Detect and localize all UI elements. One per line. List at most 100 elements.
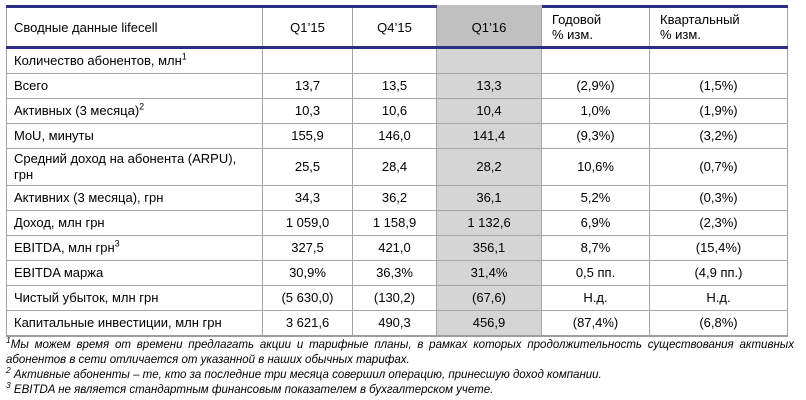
cell-q115: 327,5 bbox=[262, 235, 353, 261]
footnote-3-text: EBITDA не является стандартным финансовы… bbox=[10, 384, 494, 396]
col-qoq-line1: Квартальный bbox=[660, 12, 740, 27]
footnote-3-sup: 3 bbox=[6, 380, 11, 391]
footnote-1: 1Мы можем время от времени предлагать ак… bbox=[6, 335, 794, 368]
table-title: Сводные данные lifecell bbox=[6, 5, 263, 49]
cell-yoy-change bbox=[541, 47, 650, 74]
cell-qoq-change: (1,5%) bbox=[649, 73, 788, 99]
footnote-2: 2 Активные абоненты – те, кто за последн… bbox=[6, 365, 794, 383]
cell-q415: 36,3% bbox=[352, 260, 437, 286]
cell-q116: 1 132,6 bbox=[436, 210, 542, 236]
footnote-2-text: Активные абоненты – те, кто за последние… bbox=[10, 369, 602, 381]
cell-qoq-change: (2,3%) bbox=[649, 210, 788, 236]
cell-q116: (67,6) bbox=[436, 285, 542, 311]
cell-qoq-change bbox=[649, 47, 788, 74]
cell-yoy-change: 6,9% bbox=[541, 210, 650, 236]
cell-q115: 155,9 bbox=[262, 123, 353, 149]
col-q116-highlighted: Q1’16 bbox=[436, 5, 542, 49]
cell-q115: 30,9% bbox=[262, 260, 353, 286]
row-label: Всего bbox=[6, 73, 263, 99]
footnote-marker: 1 bbox=[181, 51, 187, 62]
footnotes: 1Мы можем время от времени предлагать ак… bbox=[6, 335, 794, 398]
cell-yoy-change: 5,2% bbox=[541, 185, 650, 211]
cell-q116: 10,4 bbox=[436, 98, 542, 124]
cell-q115: 1 059,0 bbox=[262, 210, 353, 236]
cell-q415: 146,0 bbox=[352, 123, 437, 149]
footnote-1-text: Мы можем время от времени предлагать акц… bbox=[6, 339, 794, 366]
table-row: Активных (3 месяца)2 10,3 10,6 10,4 1,0%… bbox=[6, 98, 788, 124]
cell-q415: 1 158,9 bbox=[352, 210, 437, 236]
header-row: Сводные данные lifecell Q1’15 Q4’15 Q1’1… bbox=[6, 5, 788, 49]
cell-q115: 13,7 bbox=[262, 73, 353, 99]
table-header: Сводные данные lifecell Q1’15 Q4’15 Q1’1… bbox=[6, 5, 788, 49]
cell-qoq-change: (1,9%) bbox=[649, 98, 788, 124]
summary-table: Сводные данные lifecell Q1’15 Q4’15 Q1’1… bbox=[6, 5, 788, 337]
table-row: Активних (3 месяца), грн 34,3 36,2 36,1 … bbox=[6, 185, 788, 211]
col-yoy-line1: Годовой bbox=[552, 12, 602, 27]
col-yoy-change: Годовой % изм. bbox=[541, 5, 650, 49]
cell-q115: 25,5 bbox=[262, 148, 353, 186]
table-body: Количество абонентов, млн1 Всего 13,7 13… bbox=[6, 47, 788, 337]
footnote-2-sup: 2 bbox=[6, 365, 11, 376]
row-label: Средний доход на абонента (ARPU), грн bbox=[6, 148, 263, 186]
table-row: Всего 13,7 13,5 13,3 (2,9%) (1,5%) bbox=[6, 73, 788, 99]
cell-q115: 3 621,6 bbox=[262, 310, 353, 337]
cell-q415: 10,6 bbox=[352, 98, 437, 124]
row-label: Активных (3 месяца)2 bbox=[6, 98, 263, 124]
table-row: Капитальные инвестиции, млн грн 3 621,6 … bbox=[6, 310, 788, 337]
cell-yoy-change: (2,9%) bbox=[541, 73, 650, 99]
cell-q115: 34,3 bbox=[262, 185, 353, 211]
row-label: EBITDA маржа bbox=[6, 260, 263, 286]
cell-q116: 36,1 bbox=[436, 185, 542, 211]
cell-q116: 356,1 bbox=[436, 235, 542, 261]
row-label: Капитальные инвестиции, млн грн bbox=[6, 310, 263, 337]
cell-q116 bbox=[436, 47, 542, 74]
cell-q115: 10,3 bbox=[262, 98, 353, 124]
col-q415: Q4’15 bbox=[352, 5, 437, 49]
cell-qoq-change: (15,4%) bbox=[649, 235, 788, 261]
cell-q415: 28,4 bbox=[352, 148, 437, 186]
table-row: Доход, млн грн 1 059,0 1 158,9 1 132,6 6… bbox=[6, 210, 788, 236]
cell-qoq-change: (6,8%) bbox=[649, 310, 788, 337]
row-label: MoU, минуты bbox=[6, 123, 263, 149]
col-q115: Q1’15 bbox=[262, 5, 353, 49]
footnote-3: 3 EBITDA не является стандартным финансо… bbox=[6, 380, 794, 398]
cell-qoq-change: (0,7%) bbox=[649, 148, 788, 186]
cell-q116: 13,3 bbox=[436, 73, 542, 99]
footnote-marker: 3 bbox=[114, 238, 120, 249]
table-row: EBITDA маржа 30,9% 36,3% 31,4% 0,5 пп. (… bbox=[6, 260, 788, 286]
table-row: MoU, минуты 155,9 146,0 141,4 (9,3%) (3,… bbox=[6, 123, 788, 149]
cell-qoq-change: (4,9 пп.) bbox=[649, 260, 788, 286]
cell-q415: 13,5 bbox=[352, 73, 437, 99]
col-qoq-change: Квартальный % изм. bbox=[649, 5, 788, 49]
cell-q115: (5 630,0) bbox=[262, 285, 353, 311]
cell-qoq-change: (0,3%) bbox=[649, 185, 788, 211]
table-row: Чистый убыток, млн грн (5 630,0) (130,2)… bbox=[6, 285, 788, 311]
cell-yoy-change: (87,4%) bbox=[541, 310, 650, 337]
cell-yoy-change: (9,3%) bbox=[541, 123, 650, 149]
cell-yoy-change: 1,0% bbox=[541, 98, 650, 124]
cell-q415: 490,3 bbox=[352, 310, 437, 337]
cell-yoy-change: 8,7% bbox=[541, 235, 650, 261]
cell-q116: 28,2 bbox=[436, 148, 542, 186]
cell-q415: (130,2) bbox=[352, 285, 437, 311]
row-label: EBITDA, млн грн3 bbox=[6, 235, 263, 261]
cell-yoy-change: 0,5 пп. bbox=[541, 260, 650, 286]
cell-yoy-change: 10,6% bbox=[541, 148, 650, 186]
row-label: Доход, млн грн bbox=[6, 210, 263, 236]
footnote-marker: 2 bbox=[139, 101, 145, 112]
table-row: EBITDA, млн грн3 327,5 421,0 356,1 8,7% … bbox=[6, 235, 788, 261]
cell-q415: 421,0 bbox=[352, 235, 437, 261]
cell-q116: 141,4 bbox=[436, 123, 542, 149]
cell-qoq-change: (3,2%) bbox=[649, 123, 788, 149]
footnote-1-sup: 1 bbox=[6, 335, 11, 346]
cell-qoq-change: Н.д. bbox=[649, 285, 788, 311]
cell-q116: 456,9 bbox=[436, 310, 542, 337]
row-label: Активних (3 месяца), грн bbox=[6, 185, 263, 211]
table-row: Количество абонентов, млн1 bbox=[6, 47, 788, 74]
cell-q116: 31,4% bbox=[436, 260, 542, 286]
col-qoq-line2: % изм. bbox=[660, 27, 701, 42]
cell-q415: 36,2 bbox=[352, 185, 437, 211]
cell-q415 bbox=[352, 47, 437, 74]
cell-q115 bbox=[262, 47, 353, 74]
